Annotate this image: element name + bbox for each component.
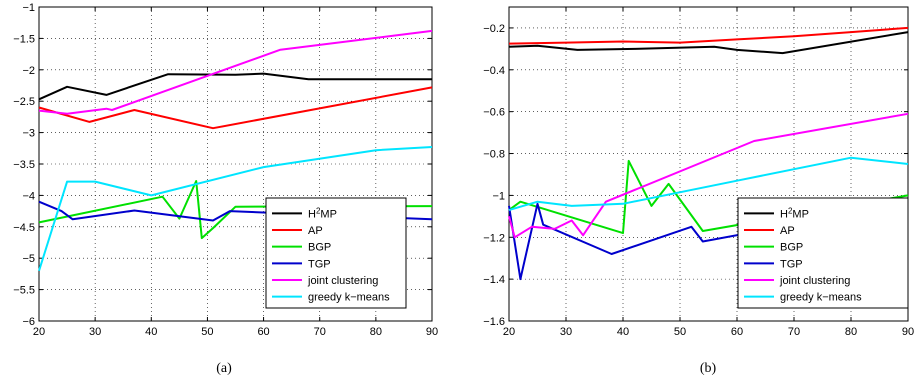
y-tick-label: −1	[22, 2, 35, 14]
x-tick-label: 40	[145, 326, 157, 338]
legend-box	[737, 197, 909, 309]
y-tick-label: −5	[22, 253, 35, 265]
legend-label: AP	[780, 225, 795, 237]
y-tick-label: −1.2	[483, 232, 505, 244]
x-tick-label: 80	[370, 326, 382, 338]
y-tick-label: −1.6	[483, 316, 505, 328]
legend-label: H2MP	[308, 206, 337, 220]
x-tick-label: 70	[314, 326, 326, 338]
y-tick-label: −2.5	[13, 96, 35, 108]
y-tick-label: −5.5	[13, 285, 35, 297]
legend-label: AP	[308, 225, 323, 237]
y-tick-label: −2	[22, 65, 35, 77]
y-tick-label: −0.4	[483, 65, 505, 77]
legend-label: BGP	[308, 242, 331, 254]
y-tick-label: −3	[22, 128, 35, 140]
legend-label: TGP	[780, 258, 803, 270]
y-tick-label: −0.2	[483, 23, 505, 35]
series-line-1	[508, 26, 909, 45]
x-tick-label: 30	[89, 326, 101, 338]
y-tick-label: −1.5	[13, 33, 35, 45]
x-tick-label: 50	[201, 326, 213, 338]
series-line-0	[508, 31, 909, 55]
y-tick-label: −0.8	[483, 149, 505, 161]
chart-b: 20 30 40 50 60 70 80 90 −1.6 −1.4 −1.2 −1 −0.8 −0.6 −0…	[483, 6, 914, 376]
y-tick-label: −1	[492, 190, 505, 202]
x-tick-label: 90	[902, 326, 914, 338]
x-tick-label: 30	[560, 326, 572, 338]
series-line-5	[508, 156, 909, 212]
x-tick-label: 60	[257, 326, 269, 338]
chart-a: 20 30 40 50 60 70 80 90 −6 −5.5 −5 −4.5 −4 −3.5 −3 −2.5…	[13, 2, 438, 376]
legend-label: greedy k−means	[780, 292, 862, 304]
x-tick-label: 20	[33, 326, 45, 338]
subfigure-caption: (b)	[700, 361, 717, 376]
legend-label: joint clustering	[779, 275, 850, 287]
y-tick-label: −4.5	[13, 222, 35, 234]
series-line-3	[38, 200, 433, 222]
legend-label: TGP	[308, 258, 331, 270]
y-tick-label: −4	[22, 190, 35, 202]
legend: H2MP AP BGP TGP joint clustering greedy k−mea…	[265, 197, 407, 309]
x-tick-label: 60	[731, 326, 743, 338]
x-tick-label: 70	[788, 326, 800, 338]
y-tick-label: −1.4	[483, 274, 505, 286]
series-line-4	[38, 29, 433, 115]
x-tick-label: 40	[617, 326, 629, 338]
x-tick-label: 20	[503, 326, 515, 338]
x-tick-label: 80	[845, 326, 857, 338]
y-tick-label: −6	[22, 316, 35, 328]
legend-label: BGP	[780, 242, 803, 254]
x-tick-label: 50	[674, 326, 686, 338]
series-line-4	[508, 112, 909, 239]
series-line-0	[38, 72, 432, 101]
legend-label: greedy k−means	[308, 292, 390, 304]
legend-label: H2MP	[780, 206, 809, 220]
legend-box	[265, 197, 407, 309]
y-tick-label: −3.5	[13, 159, 35, 171]
series-line-5	[38, 146, 433, 272]
legend-label: joint clustering	[307, 275, 378, 287]
x-tick-label: 90	[426, 326, 438, 338]
legend: H2MP AP BGP TGP joint clustering greedy k−mea…	[737, 197, 909, 309]
subfigure-caption: (a)	[216, 361, 232, 376]
y-tick-label: −0.6	[483, 107, 505, 119]
series-line-1	[38, 86, 433, 130]
